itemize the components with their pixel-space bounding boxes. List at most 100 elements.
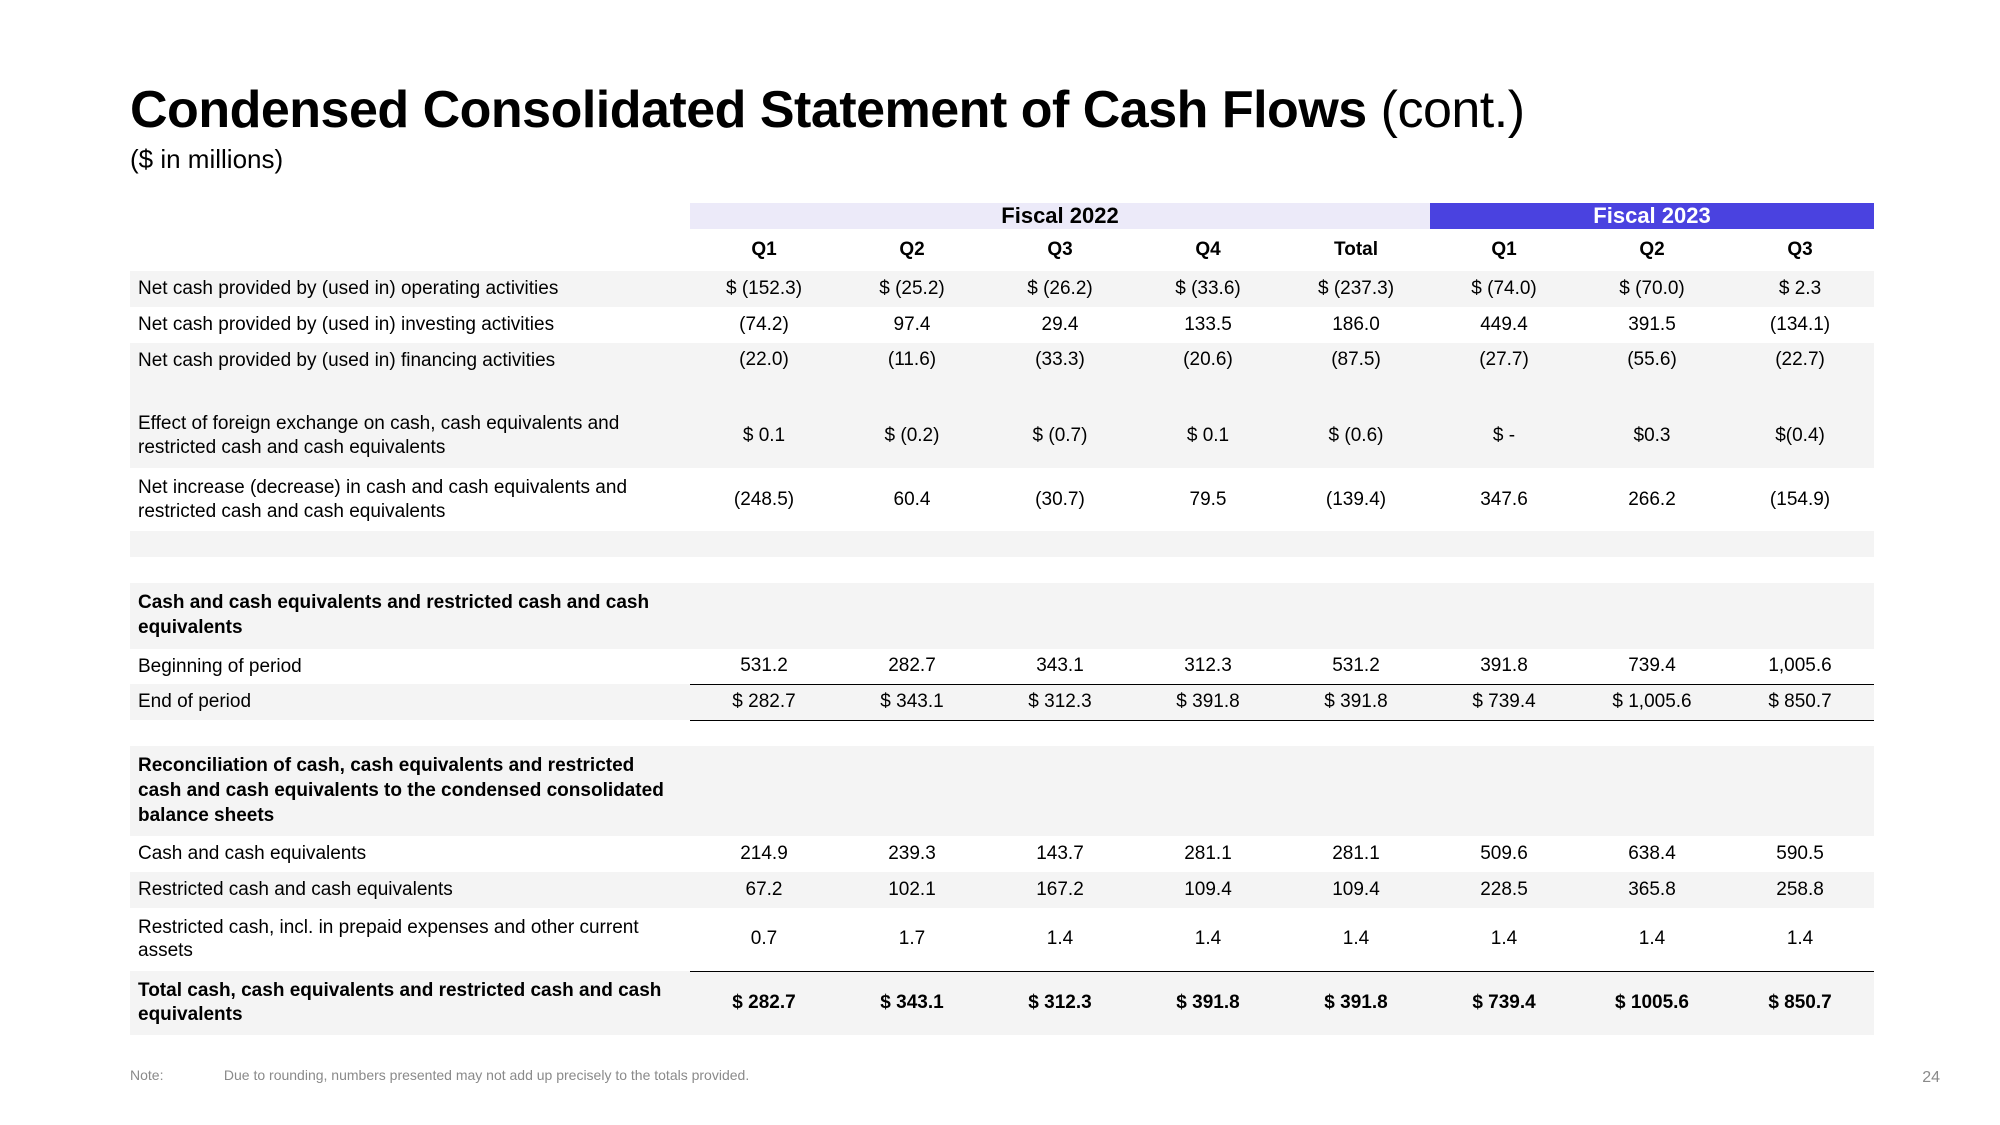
cell: 638.4 [1578, 836, 1726, 872]
column-header-row: Q1 Q2 Q3 Q4 Total Q1 Q2 Q3 [130, 229, 1874, 271]
cell: $ 312.3 [986, 684, 1134, 720]
col-q1: Q1 [690, 229, 838, 271]
cell: $ 850.7 [1726, 971, 1874, 1035]
cell: 509.6 [1430, 836, 1578, 872]
table-row: Cash and cash equivalents 214.9 239.3 14… [130, 836, 1874, 872]
cell: 60.4 [838, 468, 986, 532]
cell: 1,005.6 [1726, 649, 1874, 685]
col-q2-2023: Q2 [1578, 229, 1726, 271]
cell: $ (152.3) [690, 271, 838, 307]
spacer-row [130, 720, 1874, 746]
col-q3-2023: Q3 [1726, 229, 1874, 271]
cell: $ 391.8 [1134, 971, 1282, 1035]
col-q4: Q4 [1134, 229, 1282, 271]
table-row: Net cash provided by (used in) operating… [130, 271, 1874, 307]
row-label: Restricted cash, incl. in prepaid expens… [130, 908, 690, 972]
cell: (87.5) [1282, 343, 1430, 379]
cell: $ 282.7 [690, 971, 838, 1035]
cell: $ 1005.6 [1578, 971, 1726, 1035]
cell: 343.1 [986, 649, 1134, 685]
table-row: Restricted cash, incl. in prepaid expens… [130, 908, 1874, 972]
cell: 391.5 [1578, 307, 1726, 343]
cashflow-table: Fiscal 2022 Fiscal 2023 Q1 Q2 Q3 Q4 Tota… [130, 203, 1874, 1035]
cell: (74.2) [690, 307, 838, 343]
title-block: Condensed Consolidated Statement of Cash… [130, 80, 1870, 175]
cell: $ 850.7 [1726, 684, 1874, 720]
row-label: Restricted cash and cash equivalents [130, 872, 690, 908]
cell: 365.8 [1578, 872, 1726, 908]
cell: 133.5 [1134, 307, 1282, 343]
table-row: Restricted cash and cash equivalents 67.… [130, 872, 1874, 908]
cell: $ (33.6) [1134, 271, 1282, 307]
cell: 347.6 [1430, 468, 1578, 532]
col-q1-2023: Q1 [1430, 229, 1578, 271]
cell: (154.9) [1726, 468, 1874, 532]
page-title: Condensed Consolidated Statement of Cash… [130, 80, 1870, 140]
cell: 1.4 [986, 908, 1134, 972]
cell: (139.4) [1282, 468, 1430, 532]
table-row: Net cash provided by (used in) financing… [130, 343, 1874, 379]
row-label: End of period [130, 684, 690, 720]
cell: $ 343.1 [838, 684, 986, 720]
cell: 1.4 [1134, 908, 1282, 972]
cell: (27.7) [1430, 343, 1578, 379]
cell: 391.8 [1430, 649, 1578, 685]
cell: (33.3) [986, 343, 1134, 379]
page-number: 24 [1922, 1069, 1940, 1087]
total-row: Total cash, cash equivalents and restric… [130, 971, 1874, 1035]
row-label: Cash and cash equivalents [130, 836, 690, 872]
cell: $ 739.4 [1430, 684, 1578, 720]
cell: $ 0.1 [690, 404, 838, 468]
cell: $ (74.0) [1430, 271, 1578, 307]
cell: (11.6) [838, 343, 986, 379]
cell: 449.4 [1430, 307, 1578, 343]
fiscal-header-row: Fiscal 2022 Fiscal 2023 [130, 203, 1874, 229]
cell: (20.6) [1134, 343, 1282, 379]
cell: 109.4 [1134, 872, 1282, 908]
cell: $ 391.8 [1134, 684, 1282, 720]
cell: $ 343.1 [838, 971, 986, 1035]
cell: $ (26.2) [986, 271, 1134, 307]
cell: $ 2.3 [1726, 271, 1874, 307]
cell: 1.4 [1282, 908, 1430, 972]
cell: 0.7 [690, 908, 838, 972]
cell: $0.3 [1578, 404, 1726, 468]
cell: $ 391.8 [1282, 971, 1430, 1035]
cell: (248.5) [690, 468, 838, 532]
cell: 739.4 [1578, 649, 1726, 685]
cell: 186.0 [1282, 307, 1430, 343]
table-row: Effect of foreign exchange on cash, cash… [130, 404, 1874, 468]
cell: 143.7 [986, 836, 1134, 872]
cell: $ 1,005.6 [1578, 684, 1726, 720]
cell: 266.2 [1578, 468, 1726, 532]
row-label: Net cash provided by (used in) financing… [130, 343, 690, 379]
table-row: Net cash provided by (used in) investing… [130, 307, 1874, 343]
cell: 67.2 [690, 872, 838, 908]
cell: 109.4 [1282, 872, 1430, 908]
cell: 214.9 [690, 836, 838, 872]
row-label: Net increase (decrease) in cash and cash… [130, 468, 690, 532]
spacer-row [130, 531, 1874, 557]
cell: 29.4 [986, 307, 1134, 343]
spacer-row [130, 557, 1874, 583]
cell: (30.7) [986, 468, 1134, 532]
section-label: Reconciliation of cash, cash equivalents… [130, 746, 690, 836]
cell: (22.7) [1726, 343, 1874, 379]
cell: 281.1 [1134, 836, 1282, 872]
cell: $ (0.7) [986, 404, 1134, 468]
fiscal-2023-header: Fiscal 2023 [1430, 203, 1874, 229]
cell: $ 282.7 [690, 684, 838, 720]
cell: $(0.4) [1726, 404, 1874, 468]
cell: 590.5 [1726, 836, 1874, 872]
row-label: Effect of foreign exchange on cash, cash… [130, 404, 690, 468]
cell: (134.1) [1726, 307, 1874, 343]
cell: $ (0.2) [838, 404, 986, 468]
cell: $ 312.3 [986, 971, 1134, 1035]
section-label: Cash and cash equivalents and restricted… [130, 583, 690, 648]
cell: $ 739.4 [1430, 971, 1578, 1035]
row-label: Total cash, cash equivalents and restric… [130, 971, 690, 1035]
cell: 312.3 [1134, 649, 1282, 685]
row-label: Beginning of period [130, 649, 690, 685]
cell: 258.8 [1726, 872, 1874, 908]
cell: (22.0) [690, 343, 838, 379]
